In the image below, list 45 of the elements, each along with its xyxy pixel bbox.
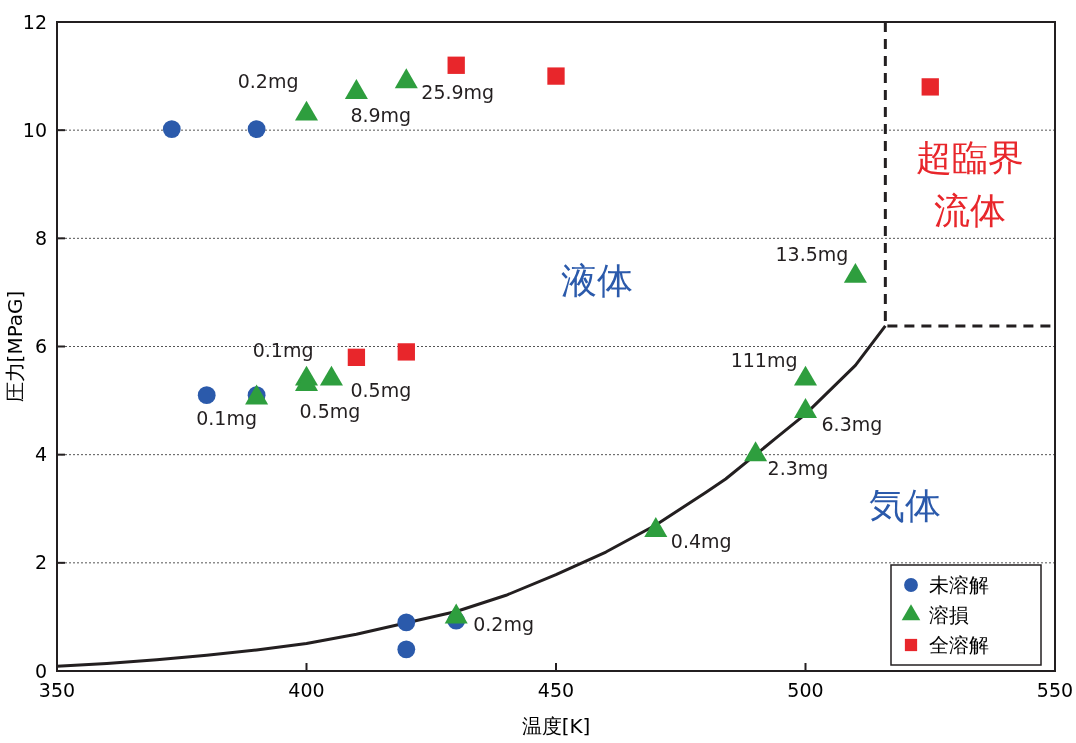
legend-label: 全溶解 xyxy=(929,633,989,657)
y-axis-title: 圧力[MPaG] xyxy=(3,290,27,403)
x-axis-title: 温度[K] xyxy=(521,714,591,738)
x-tick-label: 450 xyxy=(537,679,575,701)
x-tick-label: 400 xyxy=(288,679,325,701)
y-tick-label: 4 xyxy=(34,443,47,466)
point xyxy=(921,78,939,96)
x-tick-label: 350 xyxy=(38,679,76,701)
annotation: 0.5mg xyxy=(299,400,361,423)
annotation: 液体 xyxy=(561,260,633,301)
annotation: 0.4mg xyxy=(670,530,732,553)
y-tick-label: 2 xyxy=(34,551,47,574)
annotation: 気体 xyxy=(869,485,941,526)
point xyxy=(319,365,343,386)
point xyxy=(744,441,768,462)
annotation: 0.1mg xyxy=(196,406,257,429)
annotation: 0.1mg xyxy=(252,338,314,361)
point xyxy=(447,56,465,74)
x-tick-label: 550 xyxy=(1036,679,1074,701)
annotation: 111mg xyxy=(730,348,798,371)
annotation: 0.5mg xyxy=(350,378,412,401)
annotation: 超臨界 xyxy=(916,137,1024,178)
annotation: 流体 xyxy=(934,190,1006,231)
y-tick-label: 8 xyxy=(34,226,47,249)
x-tick-label: 500 xyxy=(787,679,824,701)
annotation: 6.3mg xyxy=(821,413,883,436)
point xyxy=(793,398,818,419)
point xyxy=(547,67,565,85)
point xyxy=(347,348,366,366)
annotation: 2.3mg xyxy=(767,456,829,479)
legend-label: 溶損 xyxy=(929,603,969,627)
point xyxy=(162,120,181,138)
point xyxy=(247,120,266,138)
point xyxy=(644,517,668,538)
annotation: 0.2mg xyxy=(473,612,534,635)
annotation: 13.5mg xyxy=(775,243,849,266)
y-tick-label: 10 xyxy=(22,118,47,141)
y-tick-label: 6 xyxy=(34,335,47,358)
y-tick-label: 12 xyxy=(22,10,47,33)
point xyxy=(444,603,468,624)
legend-label: 未溶解 xyxy=(929,573,989,597)
annotation: 8.9mg xyxy=(350,104,412,127)
annotation: 25.9mg xyxy=(421,81,495,104)
y-tick-label: 0 xyxy=(34,659,47,682)
annotation: 0.2mg xyxy=(237,69,299,92)
